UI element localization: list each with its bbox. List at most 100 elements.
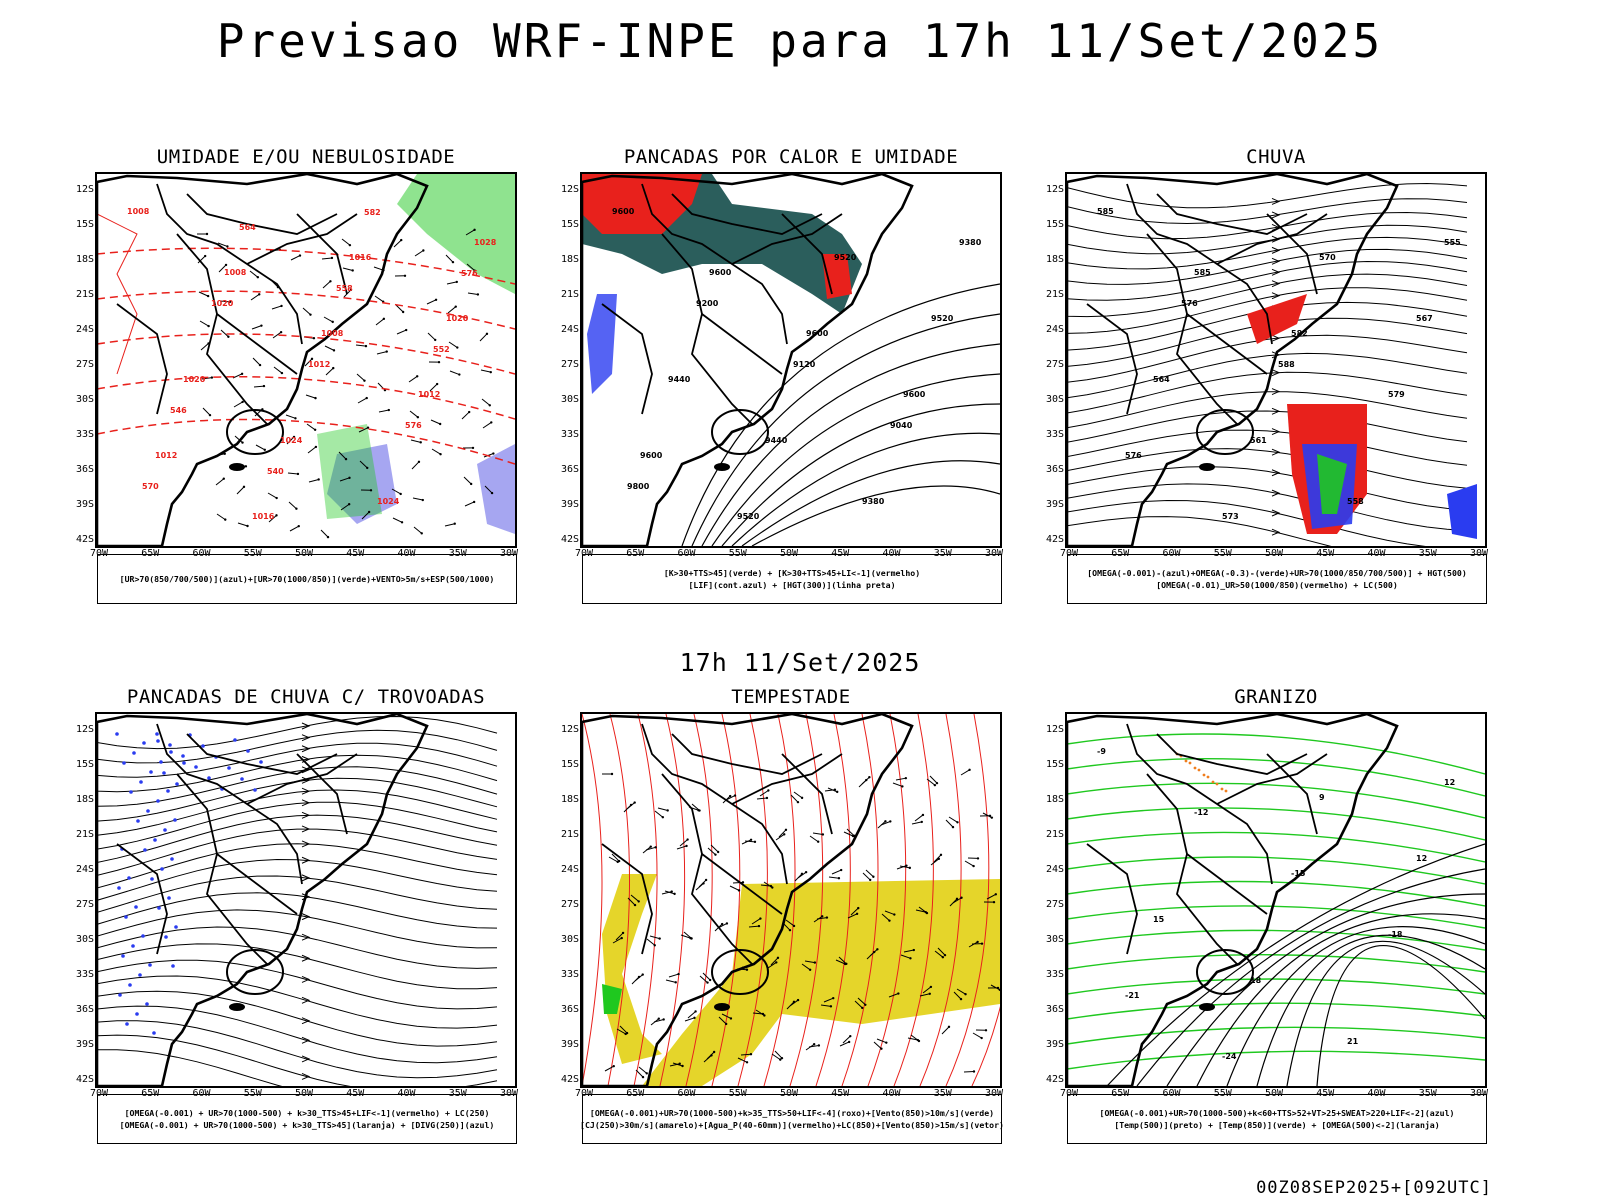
map-area: 9600 9600 9600 9600 9600 9520 9520 9520 9440 9440… bbox=[580, 172, 1002, 548]
lon-tick-label: 60W bbox=[1162, 1088, 1181, 1099]
lat-tick-label: 12S bbox=[560, 724, 579, 735]
panel-title: PANCADAS DE CHUVA C/ TROVOADAS bbox=[126, 686, 486, 708]
lat-tick-label: 18S bbox=[560, 254, 579, 265]
lon-tick-label: 30W bbox=[1469, 548, 1489, 559]
panel-title: CHUVA bbox=[1246, 146, 1306, 168]
contour-label: 570 bbox=[142, 482, 159, 491]
contour-label: 570 bbox=[1319, 253, 1336, 262]
legend-line: [OMEGA(-0.001)+UR>70(1000-500)+k>35_TTS>… bbox=[589, 1108, 995, 1118]
lon-tick-label: 50W bbox=[294, 548, 314, 559]
lon-tick-label: 40W bbox=[1367, 1088, 1386, 1099]
contour-label: 9 bbox=[1319, 793, 1325, 802]
lat-tick-label: 18S bbox=[75, 254, 94, 265]
map-area bbox=[580, 712, 1002, 1088]
contour-label: 1016 bbox=[349, 253, 372, 262]
lon-tick-label: 55W bbox=[728, 548, 747, 559]
panel-title: PANCADAS POR CALOR E UMIDADE bbox=[623, 146, 959, 168]
lat-tick-label: 39S bbox=[560, 1039, 579, 1050]
lat-tick-label: 24S bbox=[1045, 864, 1064, 875]
contour-label: 12 bbox=[1444, 778, 1455, 787]
lat-tick-label: 39S bbox=[560, 499, 579, 510]
lat-tick-label: 18S bbox=[1045, 254, 1064, 265]
lat-tick-label: 18S bbox=[1045, 794, 1064, 805]
contour-label: 9520 bbox=[834, 253, 857, 262]
lat-tick-label: 36S bbox=[1045, 1004, 1064, 1015]
lat-tick-label: 21S bbox=[75, 829, 94, 840]
map-area: 1008 1008 1008 1012 1012 1016 1016 1020 1020 1024… bbox=[95, 172, 517, 548]
contour-label: 9600 bbox=[806, 329, 829, 338]
contour-label: 588 bbox=[1278, 360, 1295, 369]
contour-label: 1008 bbox=[127, 207, 150, 216]
lon-tick-label: 40W bbox=[882, 1088, 901, 1099]
lon-tick-label: 30W bbox=[499, 1088, 519, 1099]
contour-label: 9040 bbox=[890, 421, 913, 430]
lon-tick-label: 35W bbox=[933, 548, 952, 559]
lon-tick-label: 35W bbox=[1418, 1088, 1437, 1099]
contour-label: 9380 bbox=[862, 497, 885, 506]
lat-tick-label: 15S bbox=[75, 219, 94, 230]
map-panel-4: PANCADAS DE CHUVA C/ TROVOADAS 12S 15S 18S 2… bbox=[0, 686, 518, 1171]
legend-line: [UR>70(850/700/500)](azul)+[UR>70(1000/8… bbox=[119, 574, 495, 584]
lat-tick-label: 24S bbox=[75, 864, 94, 875]
contour-label: 579 bbox=[1388, 390, 1405, 399]
contour-label: 582 bbox=[1291, 329, 1308, 338]
contour-label: 585 bbox=[1097, 207, 1114, 216]
contour-label: 1020 bbox=[446, 314, 469, 323]
main-title: Previsao WRF-INPE para 17h 11/Set/2025 bbox=[216, 14, 1384, 68]
contour-label: -9 bbox=[1097, 747, 1106, 756]
lat-tick-label: 36S bbox=[560, 464, 579, 475]
lat-tick-label: 39S bbox=[1045, 499, 1064, 510]
lat-tick-label: 27S bbox=[560, 359, 579, 370]
panel-title: UMIDADE E/OU NEBULOSIDADE bbox=[156, 146, 456, 168]
lat-tick-label: 30S bbox=[75, 934, 94, 945]
legend-box: [OMEGA(-0.001)+UR>70(1000-500)+k<60+TTS>… bbox=[1067, 1094, 1487, 1144]
legend-line: [OMEGA(-0.001)+UR>70(1000-500)+k<60+TTS>… bbox=[1099, 1108, 1455, 1118]
lat-tick-label: 27S bbox=[75, 359, 94, 370]
lat-tick-label: 30S bbox=[1045, 934, 1064, 945]
lat-tick-label: 33S bbox=[1045, 429, 1064, 440]
contour-label: 9600 bbox=[612, 207, 635, 216]
contour-label: 1028 bbox=[474, 238, 497, 247]
lon-tick-label: 45W bbox=[1316, 548, 1335, 559]
contour-label: 540 bbox=[267, 467, 284, 476]
legend-box: [K>30+TTS>45](verde) + [K>30+TTS>45+LI<-… bbox=[582, 554, 1002, 604]
lon-tick-label: 35W bbox=[933, 1088, 952, 1099]
contour-label: 9800 bbox=[627, 482, 650, 491]
lat-tick-label: 12S bbox=[1045, 724, 1064, 735]
lon-tick-label: 60W bbox=[677, 548, 696, 559]
map-panel-2: PANCADAS POR CALOR E UMIDADE 9600 9600 9600… bbox=[485, 146, 1003, 631]
lat-tick-label: 24S bbox=[560, 864, 579, 875]
contour-label: 576 bbox=[1181, 299, 1198, 308]
lon-tick-label: 45W bbox=[346, 548, 365, 559]
contour-label: 564 bbox=[1153, 375, 1170, 384]
contour-label: 558 bbox=[1347, 497, 1364, 506]
lon-tick-label: 40W bbox=[1367, 548, 1386, 559]
lat-tick-label: 39S bbox=[1045, 1039, 1064, 1050]
lon-tick-label: 60W bbox=[677, 1088, 696, 1099]
contour-label: 1020 bbox=[183, 375, 206, 384]
lat-tick-label: 21S bbox=[560, 289, 579, 300]
legend-line: [K>30+TTS>45](verde) + [K>30+TTS>45+LI<-… bbox=[663, 568, 921, 578]
contour-label: 1016 bbox=[252, 512, 275, 521]
lon-tick-label: 55W bbox=[1213, 1088, 1232, 1099]
lat-tick-label: 36S bbox=[1045, 464, 1064, 475]
lat-tick-label: 39S bbox=[75, 1039, 94, 1050]
lon-tick-label: 65W bbox=[626, 1088, 645, 1099]
lon-tick-label: 45W bbox=[831, 548, 850, 559]
lat-tick-label: 15S bbox=[560, 759, 579, 770]
contour-label: 546 bbox=[170, 406, 187, 415]
contour-label: 9520 bbox=[931, 314, 954, 323]
lat-tick-label: 30S bbox=[1045, 394, 1064, 405]
lon-tick-label: 70W bbox=[574, 548, 594, 559]
contour-label: 1012 bbox=[418, 390, 440, 399]
legend-line: [OMEGA(-0.001) + UR>70(1000-500) + k>30_… bbox=[119, 1120, 495, 1130]
contour-label: 564 bbox=[239, 223, 256, 232]
contour-label: 12 bbox=[1416, 854, 1427, 863]
lon-tick-label: 40W bbox=[397, 548, 416, 559]
lon-tick-label: 45W bbox=[1316, 1088, 1335, 1099]
map-panel-5: TEMPESTADE 12S 15S 18S 21S 24S 27S 30S 33S 36S 39S… bbox=[485, 686, 1004, 1171]
contour-label: 582 bbox=[364, 208, 381, 217]
lon-tick-label: 30W bbox=[984, 548, 1004, 559]
legend-line: [OMEGA(-0.001)-(azul)+OMEGA(-0.3)-(verde… bbox=[1087, 568, 1467, 578]
lat-tick-label: 36S bbox=[75, 1004, 94, 1015]
